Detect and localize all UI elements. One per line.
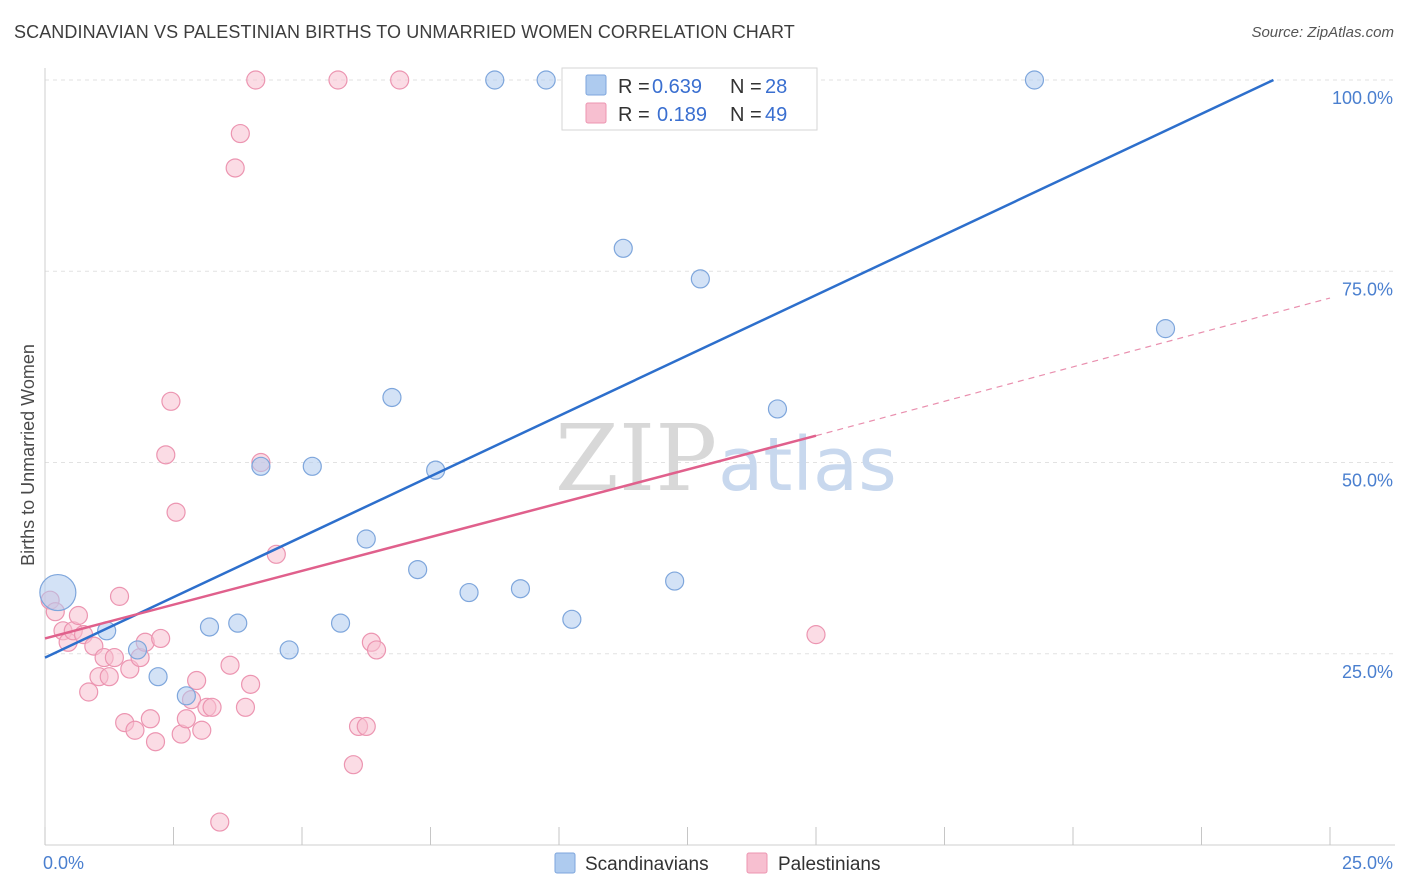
- palestinians-point: [125, 720, 145, 740]
- scandinavians-point: [1155, 319, 1176, 339]
- scandinavians-point: [148, 667, 168, 687]
- palestinians-point: [151, 628, 171, 649]
- palestinians-point: [356, 716, 376, 737]
- scandinavians-point: [251, 456, 271, 476]
- palestinians-point: [235, 697, 256, 717]
- palestinians-trend-extension: [815, 297, 1331, 437]
- y-tick-label: 100.0%: [1332, 88, 1393, 108]
- scandinavians-point: [176, 686, 196, 706]
- palestinians-point: [225, 158, 245, 178]
- scandinavians-point: [459, 582, 479, 603]
- palestinians-point: [145, 732, 166, 752]
- legend-n-label: N =: [730, 104, 762, 126]
- scandinavians-point: [382, 387, 402, 408]
- axes: [44, 68, 1395, 846]
- palestinians-point: [140, 709, 160, 729]
- scandinavians-point: [536, 70, 556, 90]
- palestinians-point: [806, 625, 826, 645]
- y-tick-label: 25.0%: [1342, 662, 1393, 682]
- bottom-legend-scandinavians: Scandinavians: [585, 854, 709, 875]
- palestinians-point: [241, 674, 261, 694]
- legend-r-label: R =: [618, 76, 650, 98]
- chart-title: SCANDINAVIAN VS PALESTINIAN BIRTHS TO UN…: [14, 22, 795, 42]
- palestinians-point: [156, 445, 176, 465]
- y-tick-label: 75.0%: [1342, 279, 1393, 299]
- y-tick-label: 50.0%: [1342, 471, 1393, 491]
- legend-r-value-scandinavians: 0.639: [652, 76, 702, 98]
- scandinavians-point: [767, 399, 788, 419]
- palestinians-point: [192, 720, 212, 740]
- palestinians-point: [166, 502, 186, 522]
- legend-swatch-palestinians: [585, 102, 607, 124]
- legend-n-value-scandinavians: 28: [765, 76, 787, 98]
- watermark: ZIP atlas: [555, 405, 897, 512]
- scandinavians-point: [690, 269, 710, 289]
- tick-labels: 25.0% 50.0% 75.0% 100.0% 0.0% 25.0%: [43, 88, 1393, 873]
- palestinians-point: [99, 667, 119, 687]
- palestinians-point: [109, 586, 130, 606]
- chart-source: Source: ZipAtlas.com: [1251, 24, 1394, 41]
- palestinians-point: [328, 70, 348, 90]
- scandinavians-point: [302, 456, 322, 476]
- trend-lines: [44, 78, 1331, 659]
- scandinavians-point: [1024, 70, 1045, 90]
- y-axis-label: Births to Unmarried Women: [18, 344, 38, 566]
- scandinavians-point: [665, 571, 685, 591]
- legend-r-value-palestinians: 0.189: [657, 104, 707, 126]
- palestinians-point: [176, 709, 196, 729]
- bottom-legend-swatch-scandinavians: [554, 852, 576, 874]
- palestinians-point: [390, 70, 410, 90]
- series-legend: Scandinavians Palestinians: [554, 852, 880, 875]
- scandinavians-point: [485, 70, 505, 90]
- scandinavians-point: [613, 238, 633, 258]
- x-tick-label: 0.0%: [43, 853, 84, 873]
- palestinians-point: [161, 391, 181, 411]
- palestinians-point: [343, 755, 363, 775]
- palestinians-point: [220, 655, 240, 675]
- watermark-zip: ZIP: [555, 405, 717, 512]
- palestinians-point: [230, 123, 250, 144]
- palestinians-point: [202, 697, 222, 717]
- palestinians-point: [79, 682, 99, 702]
- scandinavians-point: [510, 579, 531, 599]
- palestinians-point: [246, 70, 266, 90]
- scandinavians-point: [127, 640, 148, 660]
- palestinians-point: [210, 812, 230, 832]
- scandinavians-points: [39, 70, 1176, 706]
- scandinavians-point: [199, 617, 220, 637]
- scandinavians-trend-line: [44, 78, 1274, 659]
- watermark-atlas: atlas: [718, 422, 897, 508]
- scandinavians-point: [356, 529, 376, 549]
- bottom-legend-swatch-palestinians: [746, 852, 768, 874]
- legend-r-label: R =: [618, 104, 650, 126]
- legend-swatch-scandinavians: [585, 74, 607, 96]
- scandinavians-point: [408, 559, 428, 580]
- palestinians-point: [104, 647, 124, 668]
- scandinavians-point: [228, 613, 248, 633]
- palestinians-point: [366, 640, 387, 660]
- legend-n-value-palestinians: 49: [765, 104, 787, 126]
- x-tick-label: 25.0%: [1342, 853, 1393, 873]
- scandinavians-point: [330, 613, 351, 633]
- scandinavians-point: [39, 573, 77, 612]
- scandinavians-point: [562, 609, 582, 629]
- grid-lines: [45, 79, 1395, 655]
- legend-n-label: N =: [730, 76, 762, 98]
- palestinians-trend-line: [44, 434, 817, 640]
- correlation-legend: R = 0.639 N = 28 R = 0.189 N = 49: [561, 67, 818, 131]
- palestinians-point: [68, 605, 89, 626]
- scandinavians-point: [279, 640, 299, 660]
- bottom-legend-palestinians: Palestinians: [778, 854, 880, 875]
- palestinians-point: [187, 670, 207, 691]
